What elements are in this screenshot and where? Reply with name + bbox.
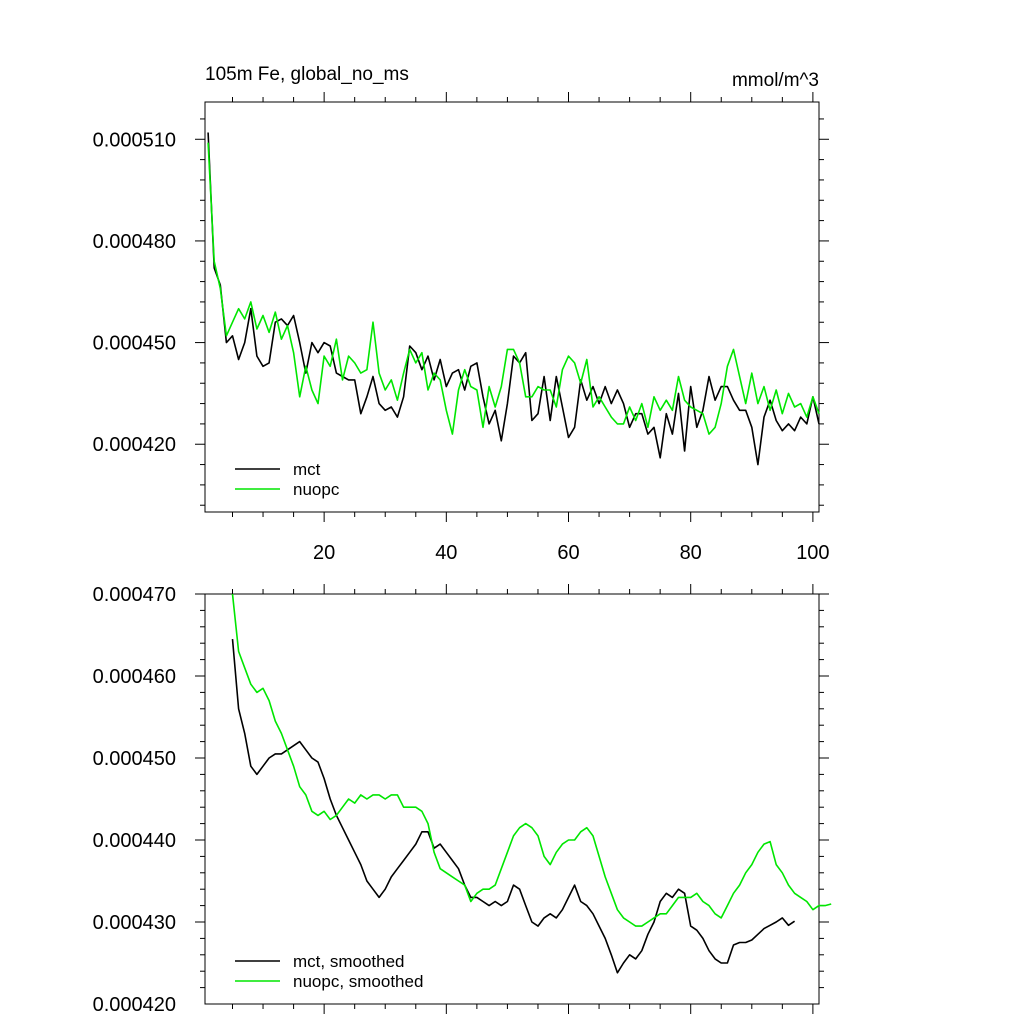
- top-chart-units: mmol/m^3: [732, 70, 819, 91]
- legend-label-mct: mct: [293, 460, 321, 479]
- top-plot-frame: [204, 101, 820, 513]
- legend-label-nuopc-smoothed: nuopc, smoothed: [293, 972, 423, 991]
- bottom-plot-frame: [204, 593, 820, 1005]
- y-tick-label: 0.000420: [93, 994, 176, 1016]
- y-tick-label: 0.000420: [93, 434, 176, 456]
- x-tick-label: 60: [557, 542, 579, 564]
- x-tick-label: 40: [435, 542, 457, 564]
- y-tick-label: 0.000450: [93, 333, 176, 355]
- legend-label-nuopc: nuopc: [293, 480, 340, 499]
- bottom-legend: mct, smoothed nuopc, smoothed: [235, 952, 423, 991]
- y-tick-label: 0.000460: [93, 666, 176, 688]
- y-tick-label: 0.000480: [93, 231, 176, 253]
- legend-label-mct-smoothed: mct, smoothed: [293, 952, 405, 971]
- top-chart-title: 105m Fe, global_no_ms: [205, 64, 409, 85]
- top-legend: mct nuopc: [235, 460, 340, 499]
- x-tick-label: 80: [680, 542, 702, 564]
- series-line-nuopc-smoothed: [231, 593, 832, 927]
- y-tick-label: 0.000430: [93, 912, 176, 934]
- y-tick-label: 0.000440: [93, 830, 176, 852]
- series-line-mct: [207, 132, 820, 466]
- top-panel: 105m Fe, global_no_ms mmol/m^3 20 40 60 80 1…: [93, 64, 830, 564]
- y-tick-label: 0.000470: [93, 584, 176, 606]
- y-tick-label: 0.000510: [93, 129, 176, 151]
- x-tick-label: 100: [796, 542, 829, 564]
- series-line-mct-smoothed: [231, 639, 796, 974]
- x-tick-label: 20: [313, 542, 335, 564]
- bottom-panel: 0.000420 0.000430 0.000440 0.000450 0.000460…: [93, 584, 832, 1016]
- y-tick-label: 0.000450: [93, 748, 176, 770]
- series-line-nuopc: [207, 142, 820, 435]
